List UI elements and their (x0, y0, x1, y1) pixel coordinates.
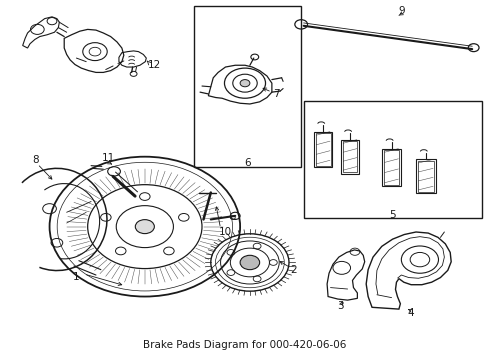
Text: 9: 9 (398, 6, 405, 17)
Text: 1: 1 (73, 272, 80, 282)
Bar (194, 6, 301, 167)
Text: 12: 12 (148, 60, 161, 70)
Bar (341, 140, 359, 174)
Text: 10: 10 (219, 227, 232, 237)
Bar (316, 133, 331, 166)
Circle shape (135, 220, 154, 234)
Text: 4: 4 (408, 309, 415, 318)
Bar (304, 101, 482, 218)
Text: 2: 2 (291, 265, 297, 275)
Circle shape (240, 255, 260, 270)
Text: 3: 3 (337, 301, 343, 311)
Text: 6: 6 (244, 158, 251, 168)
Bar (382, 149, 401, 186)
Bar (343, 141, 357, 172)
Text: Brake Pads Diagram for 000-420-06-06: Brake Pads Diagram for 000-420-06-06 (143, 340, 347, 350)
Text: 5: 5 (389, 210, 396, 220)
Bar (314, 132, 332, 167)
Text: 11: 11 (101, 153, 115, 163)
Text: 8: 8 (32, 155, 39, 165)
Bar (418, 161, 434, 192)
Circle shape (240, 80, 250, 87)
Text: 7: 7 (273, 89, 280, 99)
Bar (416, 159, 436, 193)
Bar (384, 150, 399, 185)
